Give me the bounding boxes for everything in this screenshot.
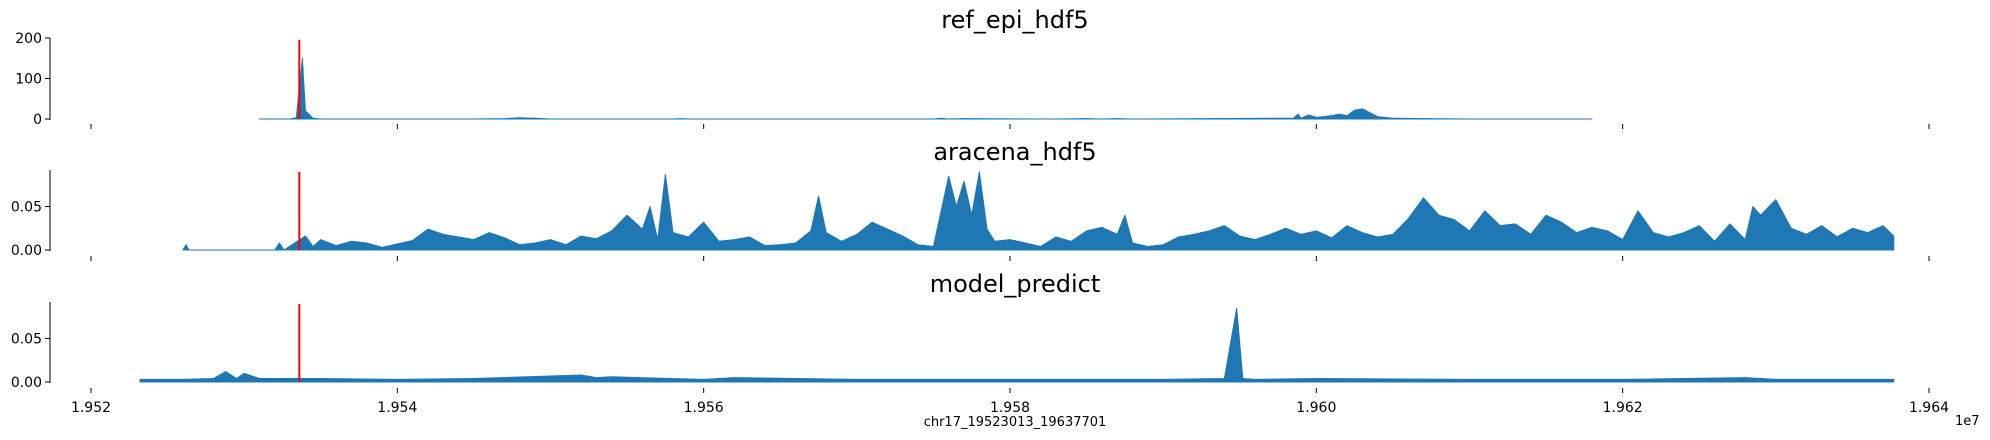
panel-title: model_predict [930,270,1101,298]
y-tick-label: 200 [15,31,42,47]
x-axis-label: chr17_19523013_19637701 [924,415,1107,430]
series-area [258,57,1593,120]
x-tick-label: 1.952 [71,400,111,416]
series-area [139,307,1895,383]
x-tick-label: 1.960 [1296,400,1336,416]
x-tick-label: 1.954 [377,400,417,416]
x-tick-label: 1.962 [1603,400,1643,416]
panel-aracena-hdf5: aracena_hdf5 0.00 0.05 [11,138,1930,261]
y-tick-label: 0 [33,112,42,128]
panel-ref-epi-hdf5: ref_epi_hdf5 0 100 200 [15,6,1930,129]
panel-model-predict: model_predict 0.00 0.05 1.952 1.954 1.956 1.9… [11,270,1949,416]
x-offset-text: 1e7 [1955,414,1980,429]
y-tick-label: 0.00 [11,243,42,259]
y-tick-label: 0.05 [11,200,42,216]
x-tick-label: 1.958 [990,400,1030,416]
panel-title: ref_epi_hdf5 [941,6,1088,34]
y-tick-label: 0.05 [11,332,42,348]
y-tick-label: 100 [15,72,42,88]
panel-title: aracena_hdf5 [933,138,1096,166]
y-tick-label: 0.00 [11,375,42,391]
x-tick-label: 1.964 [1909,400,1949,416]
x-tick-label: 1.956 [684,400,724,416]
series-area [182,171,1895,251]
